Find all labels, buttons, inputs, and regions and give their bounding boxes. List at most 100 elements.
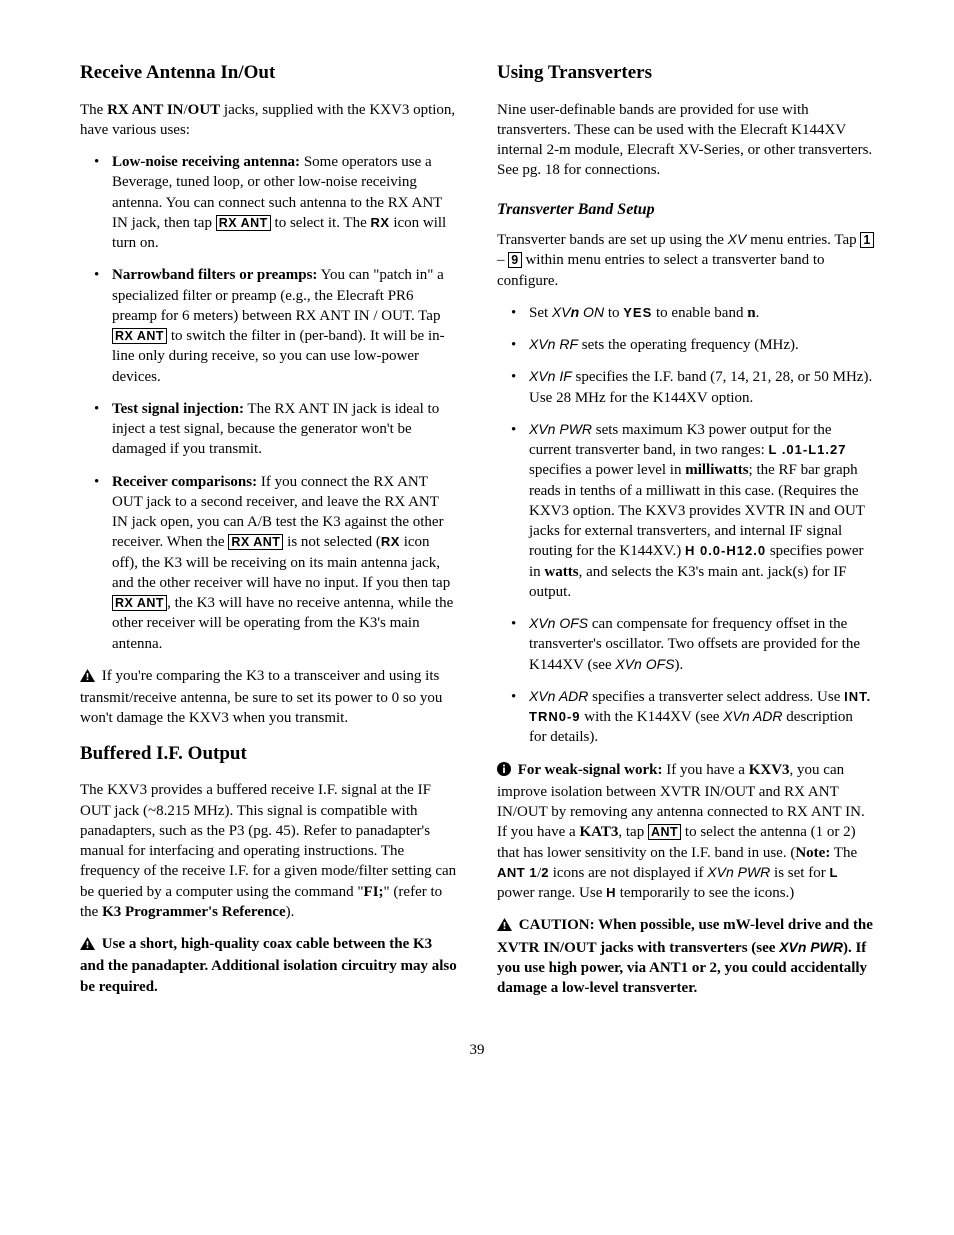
transverters-intro: Nine user-definable bands are provided f… <box>497 100 874 181</box>
text: specifies the I.F. band (7, 14, 21, 28, … <box>529 369 872 405</box>
text: ON <box>579 304 604 320</box>
menu-xvn-adr-ref: XVn ADR <box>723 708 782 724</box>
text: specifies a transverter select address. … <box>588 689 844 705</box>
unit-watts: watts <box>544 564 578 580</box>
text: n <box>571 304 580 320</box>
menu-xvn-pwr-ref: XVn PWR <box>779 939 843 955</box>
range-low: L .01-L1.27 <box>769 442 847 457</box>
heading-receive-antenna: Receive Antenna In/Out <box>80 60 457 86</box>
menu-xvn-adr: XVn ADR <box>529 688 588 704</box>
text: If you're comparing the K3 to a transcei… <box>80 668 442 727</box>
key-9: 9 <box>508 252 521 268</box>
info-icon <box>497 762 511 782</box>
key-1: 1 <box>860 232 873 248</box>
cmd-fi: FI; <box>364 884 384 900</box>
menu-xvn-pwr-ref: XVn PWR <box>707 864 770 880</box>
menu-xv: XV <box>728 231 747 247</box>
list-item: XVn IF specifies the I.F. band (7, 14, 2… <box>497 367 874 408</box>
text: menu entries. Tap <box>746 232 860 248</box>
heading-band-setup: Transverter Band Setup <box>497 199 874 221</box>
text: . <box>756 305 760 321</box>
text: Transverter bands are set up using the <box>497 232 728 248</box>
text: icons are not displayed if <box>549 865 707 881</box>
range-h: H <box>606 885 616 900</box>
var-n: n <box>747 305 755 321</box>
list-item: XVn PWR sets maximum K3 power output for… <box>497 420 874 602</box>
label-rx-ant-in: RX ANT IN <box>107 102 183 118</box>
right-column: Using Transverters Nine user-definable b… <box>497 60 874 1010</box>
rx-ant-button: RX ANT <box>216 215 271 231</box>
ant-button: ANT <box>648 824 681 840</box>
text: The <box>830 845 857 861</box>
ref-k3-programmer: K3 Programmer's Reference <box>102 904 286 920</box>
caution-block: CAUTION: When possible, use mW-level dri… <box>497 915 874 998</box>
text: to enable band <box>652 305 747 321</box>
text: to select it. The <box>271 215 371 231</box>
text: with the K144XV (see <box>581 709 724 725</box>
label-out: OUT <box>188 102 221 118</box>
menu-xvn-rf: XVn RF <box>529 336 578 352</box>
warning-icon <box>80 936 95 956</box>
text: is not selected ( <box>283 534 380 550</box>
label-kxv3: KXV3 <box>749 762 790 778</box>
list-item: Set XVn ON to YES to enable band n. <box>497 303 874 323</box>
text: is set for <box>770 865 829 881</box>
text: sets the operating frequency (MHz). <box>578 337 799 353</box>
text: The <box>80 102 107 118</box>
text: Use a short, high-quality coax cable bet… <box>80 936 457 995</box>
text: ). <box>286 904 295 920</box>
value-yes: YES <box>623 305 652 320</box>
list-item: XVn OFS can compensate for frequency off… <box>497 614 874 675</box>
receive-intro: The RX ANT IN/OUT jacks, supplied with t… <box>80 100 457 141</box>
warning-coax: Use a short, high-quality coax cable bet… <box>80 934 457 997</box>
icon-ant1: ANT 1 <box>497 865 537 880</box>
text: ). <box>675 657 684 673</box>
setup-para: Transverter bands are set up using the X… <box>497 230 874 291</box>
unit-milliwatts: milliwatts <box>685 462 748 478</box>
text: specifies a power level in <box>529 462 685 478</box>
list-item: XVn RF sets the operating frequency (MHz… <box>497 335 874 355</box>
setup-list: Set XVn ON to YES to enable band n. XVn … <box>497 303 874 748</box>
warning-icon <box>80 668 95 688</box>
rx-ant-button: RX ANT <box>112 595 167 611</box>
text: power range. Use <box>497 885 606 901</box>
list-item: Narrowband filters or preamps: You can "… <box>80 265 457 387</box>
menu-xvn-pwr: XVn PWR <box>529 421 592 437</box>
range-l: L <box>829 865 837 880</box>
heading-transverters: Using Transverters <box>497 60 874 86</box>
text: temporarily to see the icons.) <box>616 885 794 901</box>
menu-xvn-if: XVn IF <box>529 368 572 384</box>
two-column-layout: Receive Antenna In/Out The RX ANT IN/OUT… <box>80 60 874 1010</box>
text: to <box>604 305 623 321</box>
left-column: Receive Antenna In/Out The RX ANT IN/OUT… <box>80 60 457 1010</box>
heading-buffered-if: Buffered I.F. Output <box>80 741 457 767</box>
text: If you have a <box>662 762 748 778</box>
list-item: Test signal injection: The RX ANT IN jac… <box>80 399 457 460</box>
text: XV <box>552 304 571 320</box>
note-label: Note: <box>795 845 830 861</box>
menu-xvn: XVn ON <box>552 304 604 320</box>
page-number: 39 <box>80 1040 874 1060</box>
item-title: Narrowband filters or preamps: <box>112 267 317 283</box>
warning-compare: If you're comparing the K3 to a transcei… <box>80 666 457 729</box>
range-high: H 0.0-H12.0 <box>685 543 766 558</box>
list-item: Receiver comparisons: If you connect the… <box>80 472 457 654</box>
info-title: For weak-signal work: <box>518 762 663 778</box>
info-weak-signal: For weak-signal work: If you have a KXV3… <box>497 760 874 904</box>
rx-ant-button: RX ANT <box>112 328 167 344</box>
list-item: XVn ADR specifies a transverter select a… <box>497 687 874 748</box>
item-title: Low-noise receiving antenna: <box>112 154 300 170</box>
text: , tap <box>618 824 648 840</box>
text: The KXV3 provides a buffered receive I.F… <box>80 782 456 899</box>
receive-uses-list: Low-noise receiving antenna: Some operat… <box>80 152 457 654</box>
text: – <box>497 252 508 268</box>
buffered-para: The KXV3 provides a buffered receive I.F… <box>80 780 457 922</box>
text: Set <box>529 305 552 321</box>
rx-ant-button: RX ANT <box>228 534 283 550</box>
warning-icon <box>497 917 512 937</box>
rx-icon-label: RX <box>371 215 390 230</box>
rx-icon-label: RX <box>381 534 400 549</box>
item-title: Test signal injection: <box>112 401 244 417</box>
text: within menu entries to select a transver… <box>497 252 825 288</box>
menu-xvn-ofs-ref: XVn OFS <box>615 656 674 672</box>
